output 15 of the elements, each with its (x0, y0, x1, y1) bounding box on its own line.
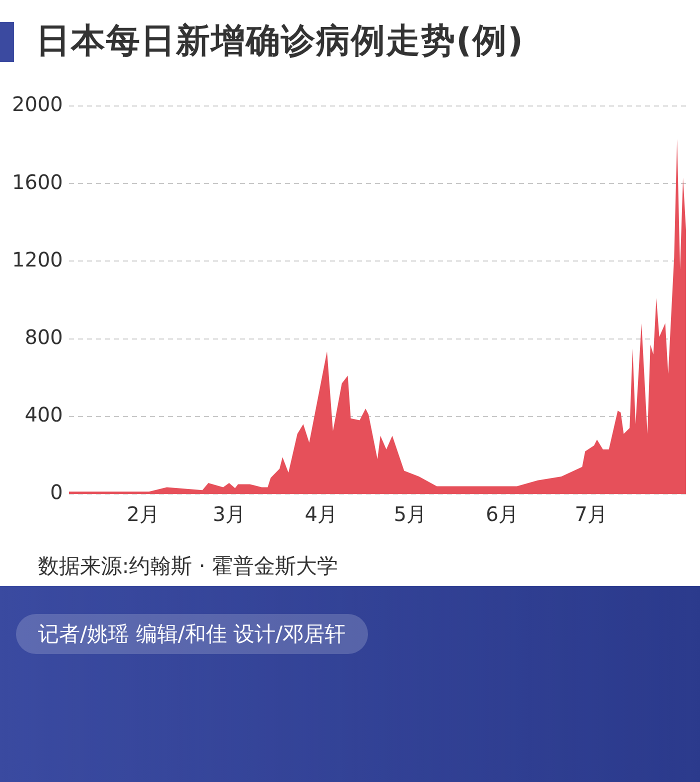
x-tick-label: 6月 (486, 502, 518, 526)
chart-title: 日本每日新增确诊病例走势(例) (36, 20, 524, 63)
x-tick-label: 7月 (574, 502, 608, 526)
y-tick-label: 0 (50, 480, 63, 504)
y-tick-label: 1600 (12, 170, 63, 194)
y-tick-label: 400 (24, 402, 63, 427)
source-note: 数据来源:约翰斯 · 霍普金斯大学 (38, 553, 338, 580)
x-tick-label: 5月 (394, 502, 426, 526)
text: 记者/姚瑶 编辑/和佳 设计/邓居轩 (16, 614, 368, 654)
x-tick-label: 2月 (126, 502, 160, 526)
x-tick-label: 3月 (212, 502, 246, 526)
y-tick-label: 800 (24, 325, 63, 350)
y-tick-label: 2000 (12, 92, 63, 116)
x-tick-label: 4月 (304, 502, 338, 526)
y-tick-label: 1200 (12, 247, 63, 272)
